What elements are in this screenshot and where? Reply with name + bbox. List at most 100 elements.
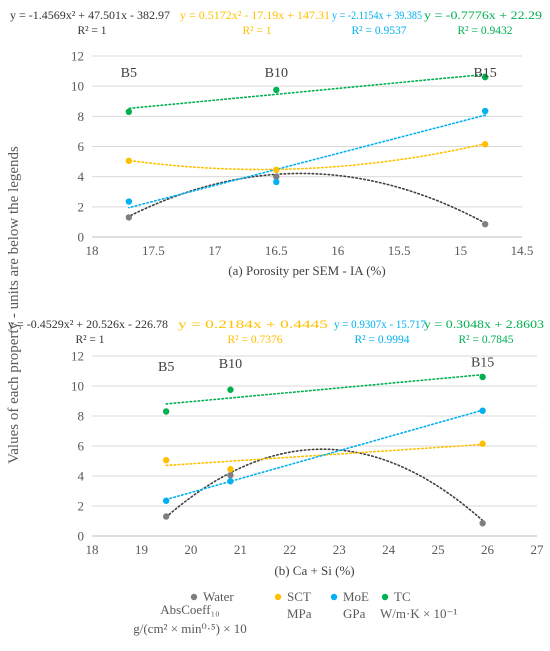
equation-sct: y = 0.5172x² - 17.19x + 147.31	[180, 10, 330, 22]
x-tick-label: 17	[208, 243, 222, 258]
legend-marker-moe	[330, 593, 338, 601]
data-point-tc	[273, 86, 280, 94]
data-point-moe	[479, 407, 486, 414]
data-point-sct	[273, 166, 280, 174]
r-squared-sct: R² = 1	[242, 25, 271, 37]
chart-a: 0 2 4 6 8 10 12 18 17.5 17 16.5 16 15.5 15 14.5 (a) Por…	[10, 10, 542, 278]
y-tick-label: 12	[71, 49, 84, 64]
point-label: B5	[158, 360, 174, 375]
x-tick-label: 14.5	[511, 243, 534, 258]
y-tick-label: 2	[78, 499, 85, 514]
trendline-tc	[128, 73, 486, 110]
x-tick-label: 24	[382, 542, 396, 557]
point-label: B15	[473, 66, 496, 81]
shared-y-axis-label: Values of each property - units are belo…	[6, 146, 22, 464]
data-point-water	[162, 513, 170, 520]
x-tick-label: 17.5	[142, 243, 165, 258]
legend-units-sct: MPa	[287, 606, 312, 621]
x-tick-label: 21	[234, 542, 247, 557]
data-point-tc	[162, 408, 170, 415]
point-label: B10	[219, 357, 242, 372]
legend-units-water: g/(cm² × min⁰·⁵) × 10	[133, 621, 247, 636]
equation-moe: y = 0.9307x - 15.717	[334, 319, 426, 331]
x-tick-label: 19	[135, 542, 148, 557]
x-tick-label: 22	[283, 542, 296, 557]
y-tick-label: 8	[78, 409, 85, 424]
data-point-sct	[162, 457, 170, 464]
x-tick-label: 15	[454, 243, 467, 258]
data-point-sct	[479, 440, 486, 447]
trendline-tc	[165, 373, 484, 405]
equation-tc: y = -0.7776x + 22.29	[424, 10, 542, 22]
data-point-moe	[125, 198, 133, 205]
point-label: B5	[121, 66, 137, 81]
x-tick-label: 18	[86, 542, 99, 557]
trendline-water	[165, 448, 484, 522]
y-tick-label: 8	[78, 109, 85, 124]
trendline-sct	[128, 142, 486, 171]
legend-units-water: AbsCoeff₁₀	[160, 602, 219, 617]
data-point-sct	[125, 157, 133, 165]
r-squared-tc: R² = 0.7845	[459, 334, 514, 346]
data-point-water	[125, 214, 133, 221]
legend-label-water: Water	[203, 589, 234, 604]
trendline-water	[128, 172, 486, 224]
legend-marker-water	[190, 593, 198, 601]
data-point-tc	[125, 108, 133, 116]
x-axis-label: (b) Ca + Si (%)	[274, 563, 354, 578]
y-tick-label: 10	[71, 379, 84, 394]
data-point-water	[273, 173, 280, 180]
data-point-water	[479, 520, 486, 527]
equation-water: y = -0.4529x² + 20.526x - 226.78	[8, 319, 168, 331]
y-tick-label: 10	[71, 79, 84, 94]
point-label: B10	[265, 66, 288, 81]
x-tick-label: 15.5	[388, 243, 411, 258]
equation-water: y = -1.4569x² + 47.501x - 382.97	[10, 10, 170, 22]
x-tick-label: 23	[333, 542, 346, 557]
y-tick-label: 12	[71, 349, 84, 364]
x-tick-label: 20	[184, 542, 197, 557]
x-tick-label: 18	[86, 243, 99, 258]
legend-label-sct: SCT	[287, 589, 311, 604]
y-tick-label: 0	[78, 230, 85, 245]
data-point-sct	[227, 466, 234, 473]
data-point-tc	[481, 73, 489, 81]
trendline-sct	[165, 443, 484, 467]
y-tick-label: 4	[78, 469, 85, 484]
legend-label-moe: MoE	[343, 589, 369, 604]
x-tick-label: 26	[481, 542, 495, 557]
x-tick-label: 25	[432, 542, 445, 557]
r-squared-sct: R² = 0.7376	[228, 334, 283, 346]
legend-units-tc: W/m·K × 10⁻¹	[380, 606, 457, 621]
equation-moe: y = -2.1154x + 39.385	[332, 10, 422, 22]
data-point-moe	[273, 178, 280, 186]
y-tick-label: 6	[78, 439, 85, 454]
equation-tc: y = 0.3048x + 2.8603	[424, 319, 544, 331]
x-axis-label: (a) Porosity per SEM - IA (%)	[228, 263, 385, 278]
data-point-water	[481, 220, 489, 228]
trendline-moe	[128, 114, 486, 209]
y-tick-label: 6	[78, 139, 85, 154]
data-point-moe	[481, 107, 489, 115]
equation-sct: y = 0.2184x + 0.4445	[178, 319, 328, 331]
y-tick-label: 2	[78, 199, 85, 214]
x-tick-label: 16.5	[265, 243, 288, 258]
x-tick-label: 16	[331, 243, 345, 258]
legend-marker-sct	[274, 593, 282, 601]
r-squared-tc: R² = 0.9432	[458, 25, 513, 37]
data-point-moe	[162, 497, 170, 504]
data-point-tc	[227, 386, 234, 393]
data-point-water	[227, 472, 234, 479]
legend-label-tc: TC	[394, 589, 411, 604]
data-point-sct	[481, 141, 489, 148]
y-tick-label: 4	[78, 169, 85, 184]
r-squared-water: R² = 1	[77, 25, 106, 37]
x-tick-label: 27	[531, 542, 545, 557]
legend-marker-tc	[381, 593, 389, 601]
trendline-moe	[165, 409, 484, 501]
data-point-moe	[227, 478, 234, 485]
y-tick-label: 0	[78, 529, 85, 544]
